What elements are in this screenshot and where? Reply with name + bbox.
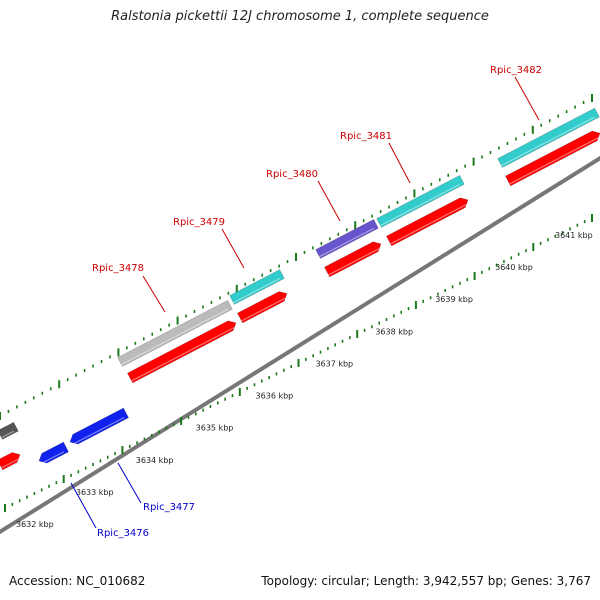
gene-label-group: Rpic_3476 Rpic_3477 Rpic_3478 Rpic_3479 Rpic…: [70, 65, 542, 539]
cds-bar: [505, 130, 600, 187]
gene-label: Rpic_3479: [173, 217, 225, 228]
cds-bar: [237, 291, 288, 324]
gene-label: Rpic_3482: [490, 65, 542, 76]
pseudogene-bar: [117, 299, 233, 367]
gene-leader-line: [221, 228, 245, 269]
scale-label-group: 3632 kbp 3633 kbp 3634 kbp 3635 kbp 3636 kbp…: [16, 231, 593, 529]
rna-gene-bar: [315, 218, 379, 259]
scale-label: 3639 kbp: [435, 295, 473, 304]
reverse-gene-bar: [38, 441, 69, 465]
scale-label: 3636 kbp: [256, 392, 294, 401]
scale-label: 3638 kbp: [375, 327, 413, 336]
gene-label: Rpic_3480: [266, 169, 318, 180]
gene-leader-line: [514, 76, 540, 121]
forward-gene-bar: [497, 107, 600, 168]
gene-label: Rpic_3477: [143, 502, 195, 513]
forward-gene-bar: [376, 174, 465, 228]
lower-tick-row: [4, 214, 593, 512]
accession-text: Accession: NC_010682: [9, 574, 146, 588]
cds-bar: [386, 197, 469, 247]
scale-label: 3634 kbp: [136, 456, 174, 465]
gene-leader-line: [70, 482, 97, 529]
gene-label: Rpic_3476: [97, 528, 149, 539]
cds-bar: [127, 320, 237, 384]
topology-summary: Topology: circular; Length: 3,942,557 bp…: [261, 574, 591, 588]
scale-label: 3635 kbp: [196, 424, 234, 433]
gene-leader-line: [117, 462, 142, 504]
scale-label: 3637 kbp: [315, 359, 353, 368]
dark-gene-bar: [0, 421, 19, 440]
map-title: Ralstonia pickettii 12J chromosome 1, co…: [111, 9, 489, 24]
scale-label: 3632 kbp: [16, 520, 54, 529]
gene-leader-line: [317, 180, 341, 222]
gene-label: Rpic_3478: [92, 263, 144, 274]
scale-label: 3640 kbp: [495, 263, 533, 272]
gene-leader-line: [142, 275, 166, 313]
scale-label: 3641 kbp: [555, 231, 593, 240]
chromosome-backbone: [0, 155, 600, 535]
gene-leader-line: [388, 142, 411, 184]
gene-label: Rpic_3481: [340, 131, 392, 142]
upper-tick-row: [0, 94, 593, 420]
reverse-gene-bar: [69, 407, 129, 446]
scale-label: 3633 kbp: [76, 488, 114, 497]
forward-gene-bar: [229, 269, 285, 305]
cds-bar: [0, 452, 21, 471]
cds-bar: [324, 241, 382, 278]
feature-group: [0, 107, 600, 471]
